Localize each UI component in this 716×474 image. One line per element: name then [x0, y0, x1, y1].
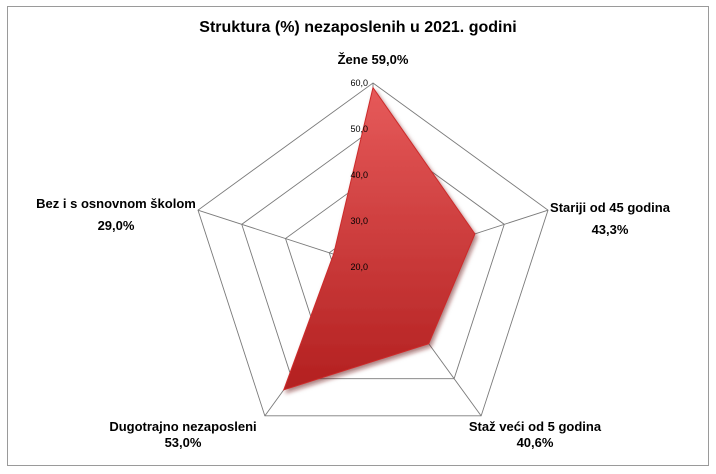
series-area	[282, 86, 476, 391]
grid-ring	[197, 82, 549, 417]
category-label: Dugotrajno nezaposleni	[109, 419, 256, 434]
data-label: 29,0%	[98, 218, 135, 233]
data-label: 43,3%	[592, 222, 629, 237]
grid-ring	[241, 128, 505, 380]
tick-label: 30,0	[350, 216, 368, 226]
radar-series	[282, 86, 476, 391]
chart-title: Struktura (%) nezaposlenih u 2021. godin…	[199, 19, 517, 36]
category-labels: Žene 59,0% Stariji od 45 godina 43,3% Staž …	[36, 52, 671, 450]
tick-label: 40,0	[350, 170, 368, 180]
data-label: 53,0%	[165, 435, 202, 450]
category-label: Stariji od 45 godina	[550, 200, 671, 215]
radial-tick-labels: 20,0 30,0 40,0 50,0 60,0	[350, 78, 368, 272]
category-label: Žene 59,0%	[338, 52, 409, 67]
data-label: 40,6%	[517, 435, 554, 450]
category-label: Bez i s osnovnom školom	[36, 196, 196, 211]
category-label: Staž veći od 5 godina	[469, 419, 602, 434]
tick-label: 20,0	[350, 262, 368, 272]
tick-label: 50,0	[350, 124, 368, 134]
tick-label: 60,0	[350, 78, 368, 88]
